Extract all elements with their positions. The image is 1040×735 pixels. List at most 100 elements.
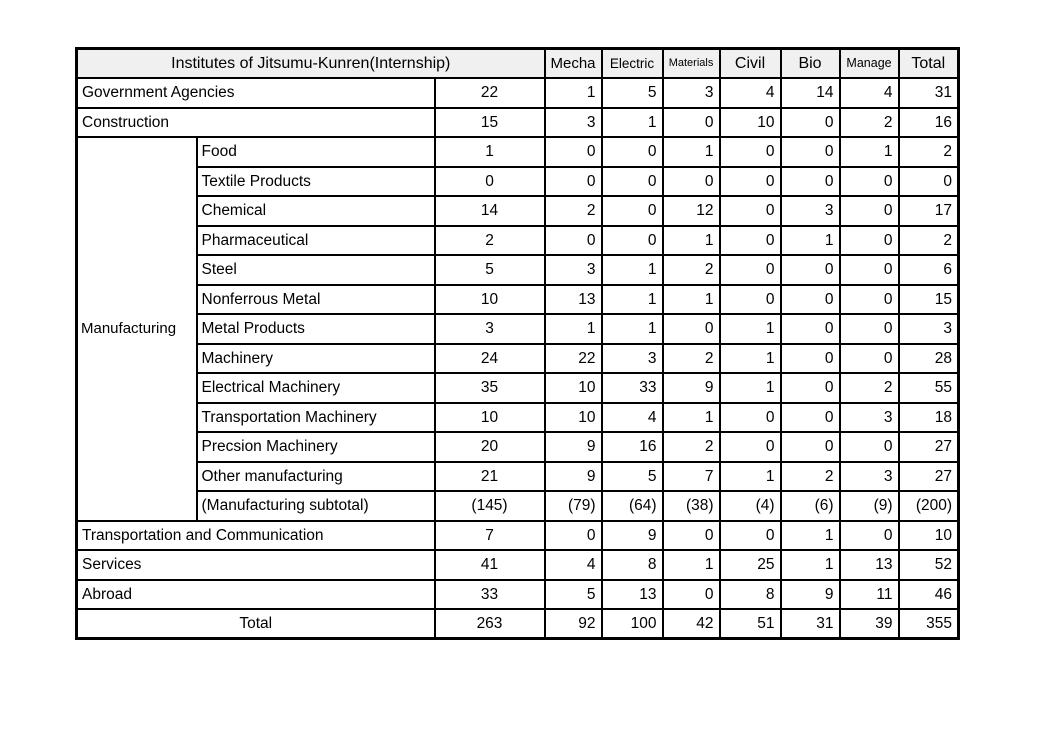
row-label: Electrical Machinery bbox=[195, 372, 436, 404]
cell-value: 1 bbox=[661, 136, 721, 168]
table-row: Transportation and Communication 7 0 9 0 0 1 0 1… bbox=[75, 519, 960, 551]
cell-value: 27 bbox=[897, 460, 960, 492]
cell-value: 31 bbox=[779, 608, 841, 640]
column-header-civil: Civil bbox=[718, 47, 782, 79]
cell-value: 22 bbox=[543, 342, 603, 374]
cell-value: 0 bbox=[838, 224, 900, 256]
cell-value: 2 bbox=[543, 195, 603, 227]
cell-value: 39 bbox=[838, 608, 900, 640]
table-row: Transportation Machinery 10 10 4 1 0 0 3 18 bbox=[77, 401, 960, 433]
cell-value: 16 bbox=[600, 431, 664, 463]
row-label: Precsion Machinery bbox=[195, 431, 436, 463]
row-count: 21 bbox=[433, 460, 546, 492]
cell-value: 0 bbox=[779, 313, 841, 345]
cell-value: 14 bbox=[779, 77, 841, 109]
cell-value: 18 bbox=[897, 401, 960, 433]
cell-value: 1 bbox=[779, 549, 841, 581]
cell-value: 0 bbox=[543, 519, 603, 551]
cell-value: 0 bbox=[718, 519, 782, 551]
table-row: Manufacturing Food 1 0 0 1 0 0 1 2 bbox=[75, 136, 960, 522]
row-label: Government Agencies bbox=[75, 77, 436, 109]
cell-value: 0 bbox=[718, 401, 782, 433]
cell-value: 9 bbox=[543, 431, 603, 463]
cell-value: 1 bbox=[661, 224, 721, 256]
column-header-electric: Electric bbox=[600, 47, 664, 79]
row-label: Metal Products bbox=[195, 313, 436, 345]
cell-value: (9) bbox=[838, 490, 900, 522]
row-count: 35 bbox=[433, 372, 546, 404]
cell-value: 0 bbox=[661, 519, 721, 551]
cell-value: 0 bbox=[838, 254, 900, 286]
table-row: (Manufacturing subtotal) (145) (79) (64) (38… bbox=[77, 490, 960, 522]
cell-value: 0 bbox=[600, 165, 664, 197]
column-header-total: Total bbox=[897, 47, 960, 79]
cell-value: 17 bbox=[897, 195, 960, 227]
cell-value: 3 bbox=[779, 195, 841, 227]
row-count: 0 bbox=[433, 165, 546, 197]
cell-value: 0 bbox=[543, 136, 603, 168]
table-row: Nonferrous Metal 10 13 1 1 0 0 0 15 bbox=[77, 283, 960, 315]
cell-value: 0 bbox=[661, 578, 721, 610]
cell-value: 0 bbox=[779, 254, 841, 286]
cell-value: 10 bbox=[543, 372, 603, 404]
cell-value: 13 bbox=[543, 283, 603, 315]
row-count: 41 bbox=[433, 549, 546, 581]
table-row: Chemical 14 2 0 12 0 3 0 17 bbox=[77, 195, 960, 227]
cell-value: 0 bbox=[838, 519, 900, 551]
table-row: Precsion Machinery 20 9 16 2 0 0 0 27 bbox=[77, 431, 960, 463]
cell-value: 1 bbox=[661, 549, 721, 581]
cell-value: 9 bbox=[661, 372, 721, 404]
cell-value: 52 bbox=[897, 549, 960, 581]
cell-value: (6) bbox=[779, 490, 841, 522]
cell-value: 1 bbox=[600, 313, 664, 345]
row-label: Transportation Machinery bbox=[195, 401, 436, 433]
cell-value: 1 bbox=[600, 106, 664, 138]
cell-value: 0 bbox=[779, 136, 841, 168]
table-row: Textile Products 0 0 0 0 0 0 0 0 bbox=[77, 165, 960, 197]
cell-value: 92 bbox=[543, 608, 603, 640]
cell-value: 0 bbox=[661, 106, 721, 138]
column-header-mecha: Mecha bbox=[543, 47, 603, 79]
row-label: Transportation and Communication bbox=[75, 519, 436, 551]
cell-value: 9 bbox=[600, 519, 664, 551]
cell-value: 33 bbox=[600, 372, 664, 404]
table-row: Metal Products 3 1 1 0 1 0 0 3 bbox=[77, 313, 960, 345]
row-count: 22 bbox=[433, 77, 546, 109]
row-count: 3 bbox=[433, 313, 546, 345]
row-label: Food bbox=[195, 136, 436, 168]
cell-value: 2 bbox=[661, 431, 721, 463]
cell-value: 5 bbox=[600, 460, 664, 492]
cell-value: 0 bbox=[779, 431, 841, 463]
cell-value: 1 bbox=[600, 283, 664, 315]
cell-value: 1 bbox=[718, 342, 782, 374]
row-count: 2 bbox=[433, 224, 546, 256]
cell-value: 0 bbox=[779, 283, 841, 315]
cell-value: 46 bbox=[897, 578, 960, 610]
row-label: Total bbox=[75, 608, 436, 640]
cell-value: 0 bbox=[600, 195, 664, 227]
cell-value: 8 bbox=[718, 578, 782, 610]
cell-value: 0 bbox=[661, 313, 721, 345]
cell-value: 2 bbox=[661, 342, 721, 374]
table-row: Total 263 92 100 42 51 31 39 355 bbox=[75, 608, 960, 640]
cell-value: 31 bbox=[897, 77, 960, 109]
row-count: 1 bbox=[433, 136, 546, 168]
cell-value: 3 bbox=[543, 254, 603, 286]
cell-value: 1 bbox=[543, 313, 603, 345]
row-count: 14 bbox=[433, 195, 546, 227]
cell-value: 0 bbox=[718, 254, 782, 286]
row-count: 10 bbox=[433, 401, 546, 433]
cell-value: 2 bbox=[838, 106, 900, 138]
table-row: Construction 15 3 1 0 10 0 2 16 bbox=[75, 106, 960, 138]
cell-value: 11 bbox=[838, 578, 900, 610]
cell-value: (200) bbox=[897, 490, 960, 522]
cell-value: 1 bbox=[779, 224, 841, 256]
cell-value: 0 bbox=[779, 165, 841, 197]
table-row: Government Agencies 22 1 5 3 4 14 4 31 bbox=[75, 77, 960, 109]
cell-value: 4 bbox=[543, 549, 603, 581]
row-label: Textile Products bbox=[195, 165, 436, 197]
cell-value: 100 bbox=[600, 608, 664, 640]
table-row: Abroad 33 5 13 0 8 9 11 46 bbox=[75, 578, 960, 610]
row-label: Steel bbox=[195, 254, 436, 286]
row-count: 7 bbox=[433, 519, 546, 551]
